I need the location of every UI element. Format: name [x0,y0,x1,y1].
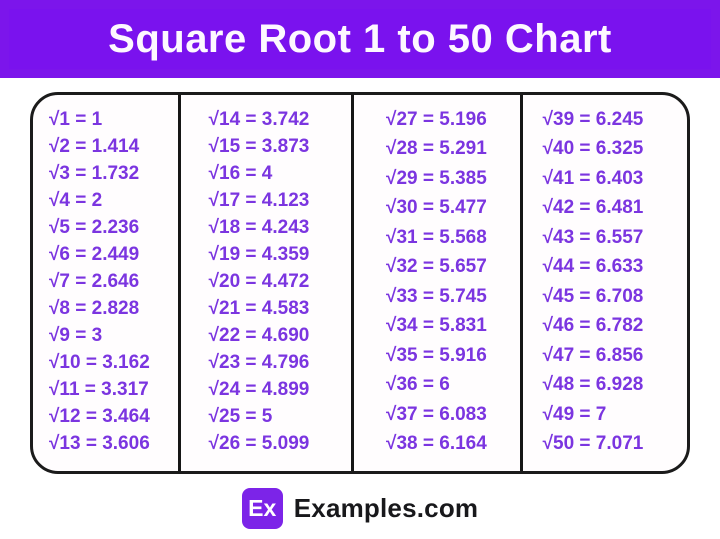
sqrt-column: √14 = 3.742 √15 = 3.873 √16 = 4 √17 = 4.123… [177,95,351,471]
sqrt-entry: √10 = 3.162 [49,352,150,373]
sqrt-entry: √14 = 3.742 [208,109,310,130]
sqrt-entry: √22 = 4.690 [208,325,310,346]
sqrt-entry: √1 = 1 [49,109,103,130]
sqrt-entry: √6 = 2.449 [49,244,140,265]
sqrt-chart-table: √1 = 1 √2 = 1.414 √3 = 1.732 √4 = 2 √5 = 2.2… [30,92,690,474]
sqrt-entry: √40 = 6.325 [542,138,644,160]
sqrt-entry: √26 = 5.099 [208,433,310,454]
sqrt-entry: √20 = 4.472 [208,271,310,292]
sqrt-entry: √4 = 2 [49,190,103,211]
sqrt-entry: √8 = 2.828 [49,298,140,319]
sqrt-entry: √9 = 3 [49,325,103,346]
brand-name: Examples.com [293,492,479,523]
examples-logo-icon: Ex [241,487,283,529]
sqrt-column: √39 = 6.245 √40 = 6.325 √41 = 6.403 √42 = 6… [519,95,687,471]
sqrt-entry: √29 = 5.385 [386,167,487,189]
page-title: Square Root 1 to 50 Chart [108,16,612,61]
sqrt-entry: √32 = 5.657 [386,256,487,278]
sqrt-entry: √21 = 4.583 [208,298,310,319]
sqrt-entry: √15 = 3.873 [208,136,310,157]
sqrt-entry: √27 = 5.196 [386,109,487,130]
sqrt-entry: √19 = 4.359 [208,244,310,265]
chart-title-banner: Square Root 1 to 50 Chart [0,0,720,78]
sqrt-entry: √43 = 6.557 [542,226,644,248]
sqrt-entry: √5 = 2.236 [49,217,140,238]
sqrt-column: √1 = 1 √2 = 1.414 √3 = 1.732 √4 = 2 √5 = 2.2… [33,95,178,471]
sqrt-entry: √16 = 4 [208,163,273,184]
sqrt-entry: √39 = 6.245 [542,109,644,130]
sqrt-entry: √18 = 4.243 [208,217,310,238]
sqrt-entry: √48 = 6.928 [542,374,644,396]
sqrt-entry: √17 = 4.123 [208,190,310,211]
sqrt-entry: √24 = 4.899 [208,379,310,400]
sqrt-entry: √46 = 6.782 [542,315,644,337]
sqrt-column: √27 = 5.196 √28 = 5.291 √29 = 5.385 √30 = 5… [351,95,520,471]
sqrt-entry: √28 = 5.291 [386,138,487,160]
sqrt-entry: √34 = 5.831 [386,315,487,337]
sqrt-entry: √47 = 6.856 [542,344,644,366]
sqrt-entry: √37 = 6.083 [386,403,487,425]
sqrt-entry: √45 = 6.708 [542,285,644,307]
sqrt-entry: √13 = 3.606 [49,433,150,454]
sqrt-entry: √31 = 5.568 [386,226,487,248]
sqrt-entry: √3 = 1.732 [49,163,140,184]
sqrt-entry: √11 = 3.317 [49,379,149,400]
sqrt-entry: √41 = 6.403 [542,167,644,189]
sqrt-entry: √36 = 6 [386,374,450,396]
sqrt-entry: √25 = 5 [208,406,273,427]
sqrt-entry: √38 = 6.164 [386,432,487,454]
sqrt-entry: √33 = 5.745 [386,285,487,307]
sqrt-entry: √44 = 6.633 [542,256,644,278]
sqrt-entry: √7 = 2.646 [49,271,140,292]
sqrt-entry: √49 = 7 [542,403,607,425]
sqrt-entry: √50 = 7.071 [542,432,644,454]
brand-footer: Ex Examples.com [0,484,720,532]
sqrt-entry: √30 = 5.477 [386,197,487,219]
sqrt-entry: √12 = 3.464 [49,406,150,427]
sqrt-entry: √2 = 1.414 [49,136,140,157]
sqrt-entry: √35 = 5.916 [386,344,487,366]
sqrt-entry: √23 = 4.796 [208,352,310,373]
sqrt-entry: √42 = 6.481 [542,197,644,219]
